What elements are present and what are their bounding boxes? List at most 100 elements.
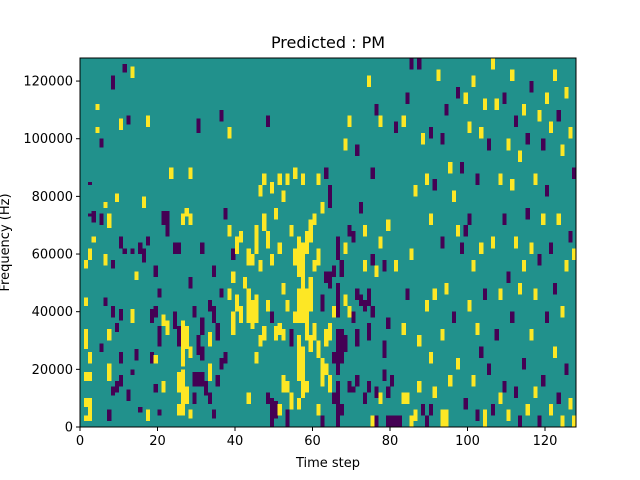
- heatmap-cell-high: [424, 300, 430, 312]
- heatmap-cell-high: [347, 305, 352, 318]
- y-axis-ticks: 0 20000 40000 60000 80000 100000 120000: [23, 75, 80, 436]
- heatmap-cell-low: [382, 369, 387, 381]
- heatmap-cell-low: [502, 380, 507, 393]
- heatmap-cell-low: [355, 144, 360, 157]
- heatmap-cell-low: [215, 375, 220, 387]
- heatmap-cell-high: [413, 184, 418, 197]
- heatmap-cell-high: [250, 254, 255, 266]
- heatmap-cell-high: [444, 409, 449, 427]
- heatmap-cell-high: [250, 300, 255, 329]
- heatmap-cell-low: [149, 352, 154, 364]
- heatmap-cell-high: [297, 334, 302, 381]
- heatmap-cell-high: [207, 363, 213, 381]
- heatmap-cell-low: [390, 415, 395, 427]
- heatmap-cell-low: [176, 326, 182, 347]
- heatmap-cell-low: [510, 311, 515, 324]
- heatmap-cell-low: [529, 81, 534, 93]
- heatmap-cell-high: [231, 311, 236, 335]
- heatmap-cell-high: [529, 328, 534, 341]
- heatmap-cell-high: [145, 115, 151, 128]
- heatmap-cell-low: [467, 213, 472, 226]
- heatmap-cell-low: [486, 138, 492, 151]
- heatmap-cell-high: [471, 259, 476, 272]
- heatmap-cell-high: [517, 282, 523, 295]
- heatmap-cell-high: [87, 398, 92, 422]
- heatmap-cell-high: [312, 259, 317, 272]
- heatmap-cell-high: [378, 115, 383, 128]
- heatmap-cell-low: [111, 75, 116, 90]
- y-tick-label: 0: [65, 421, 73, 436]
- heatmap-cell-high: [289, 392, 294, 410]
- heatmap-cell-high: [533, 386, 538, 399]
- heatmap-cell-high: [83, 328, 89, 350]
- heatmap-cell-high: [548, 403, 554, 416]
- heatmap-cell-low: [393, 121, 399, 133]
- heatmap-cell-high: [300, 173, 306, 185]
- heatmap-cell-low: [405, 92, 410, 105]
- heatmap-cell-low: [366, 380, 371, 393]
- heatmap-cell-high: [529, 242, 534, 255]
- heatmap-cell-high: [107, 328, 112, 341]
- heatmap-cell-high: [552, 346, 557, 358]
- heatmap-cell-high: [266, 230, 271, 249]
- heatmap-cell-high: [448, 375, 453, 387]
- heatmap-cell-high: [421, 132, 426, 145]
- heatmap-cell-low: [475, 173, 480, 185]
- heatmap-cell-low: [111, 305, 116, 318]
- heatmap-cell-low: [200, 317, 205, 335]
- heatmap-cell-low: [335, 328, 340, 376]
- heatmap-cell-low: [374, 386, 379, 399]
- heatmap-cell-high: [316, 248, 321, 266]
- heatmap-cell-low: [324, 271, 329, 283]
- heatmap-cell-high: [483, 98, 488, 110]
- heatmap-cell-high: [471, 75, 476, 87]
- heatmap-cell-low: [173, 242, 178, 255]
- heatmap-cell-low: [556, 109, 561, 122]
- heatmap-cell-low: [196, 334, 201, 355]
- heatmap-cell-low: [479, 346, 484, 358]
- heatmap-cell-high: [490, 58, 495, 70]
- heatmap-cell-high: [87, 372, 92, 381]
- heatmap-cell-low: [149, 308, 154, 324]
- heatmap-cell-low: [502, 213, 507, 226]
- heatmap-cell-low: [99, 213, 104, 226]
- heatmap-cell-low: [424, 415, 430, 427]
- heatmap-cell-high: [572, 248, 577, 260]
- heatmap-cell-high: [281, 328, 286, 341]
- heatmap-cell-high: [378, 392, 383, 404]
- heatmap-cell-low: [359, 294, 364, 306]
- heatmap-cell-low: [192, 372, 197, 387]
- heatmap-cell-low: [122, 248, 127, 255]
- heatmap-cell-low: [390, 375, 395, 387]
- heatmap-cell-low: [386, 386, 391, 399]
- heatmap-cell-low: [107, 409, 112, 422]
- heatmap-cell-high: [498, 173, 503, 185]
- heatmap-cell-high: [231, 271, 236, 283]
- heatmap-cell-high: [417, 380, 422, 393]
- heatmap-cell-low: [397, 415, 402, 427]
- heatmap-cell-high: [262, 213, 267, 231]
- heatmap-cell-low: [548, 242, 554, 255]
- heatmap-cell-high: [273, 207, 278, 220]
- heatmap-cell-high: [490, 236, 495, 249]
- heatmap-cell-high: [281, 282, 286, 295]
- heatmap-cell-low: [118, 236, 123, 249]
- heatmap-cell-low: [440, 132, 445, 145]
- heatmap-cell-low: [339, 403, 344, 416]
- heatmap-cell-high: [331, 305, 337, 318]
- heatmap-cell-high: [293, 248, 298, 266]
- heatmap-cell-high: [266, 300, 271, 312]
- heatmap-cell-high: [83, 372, 89, 381]
- heatmap-cell-high: [556, 213, 561, 226]
- heatmap-cell-low: [223, 352, 228, 364]
- heatmap-cell-low: [475, 409, 480, 422]
- heatmap-cell-high: [207, 331, 213, 347]
- heatmap-cell-high: [161, 380, 166, 393]
- heatmap-cell-high: [448, 161, 453, 174]
- heatmap-cell-high: [428, 213, 433, 226]
- heatmap-cell-high: [304, 288, 309, 341]
- heatmap-cell-high: [87, 352, 92, 364]
- heatmap-cell-low: [138, 242, 143, 255]
- heatmap-cell-low: [211, 409, 216, 419]
